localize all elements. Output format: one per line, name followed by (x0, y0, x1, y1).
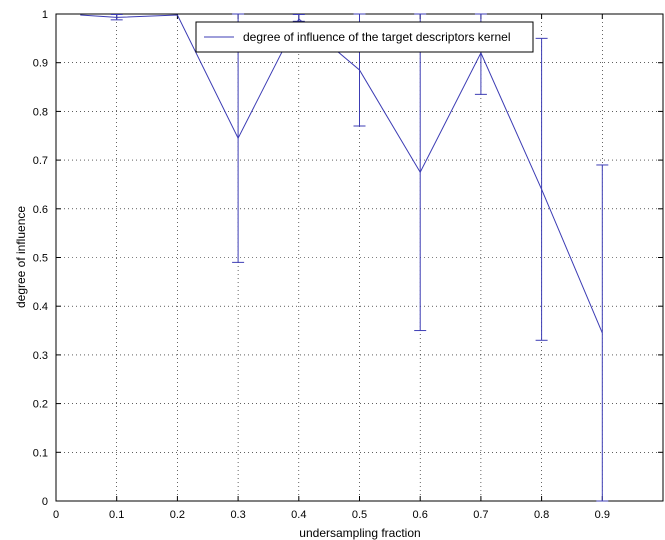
y-tick-label: 0.6 (33, 204, 48, 216)
y-tick-label: 0.7 (33, 155, 48, 167)
y-tick-label: 0.3 (33, 350, 48, 362)
x-tick-label: 0.9 (595, 509, 610, 521)
y-tick-label: 0.5 (33, 253, 48, 265)
y-axis-title: degree of influence (14, 206, 28, 308)
legend-box (195, 21, 534, 53)
y-tick-label: 0 (42, 496, 48, 508)
y-tick-label: 0.8 (33, 106, 48, 118)
x-tick-label: 0.2 (170, 509, 185, 521)
x-tick-label: 0 (53, 509, 59, 521)
legend-label: degree of influence of the target descri… (243, 30, 511, 44)
x-tick-label: 0.7 (473, 509, 488, 521)
x-tick-label: 0.6 (413, 509, 428, 521)
data-series (80, 13, 609, 502)
y-tick-label: 1 (42, 9, 48, 21)
y-tick-label: 0.9 (33, 58, 48, 70)
x-tick-label: 0.1 (109, 509, 124, 521)
x-tick-label: 0.3 (230, 509, 245, 521)
y-tick-label: 0.4 (33, 301, 48, 313)
x-tick-label: 0.5 (352, 509, 367, 521)
x-axis-title: undersampling fraction (299, 526, 420, 540)
y-tick-label: 0.1 (33, 447, 48, 459)
x-tick-label: 0.4 (291, 509, 306, 521)
tick-labels: 0 0.1 0.2 0.3 0.4 0.5 0.6 0.7 0.8 0.9 0 0.1 0.2 0.3 0.… (33, 9, 610, 521)
x-tick-label: 0.8 (534, 509, 549, 521)
legend: degree of influence of the target descri… (195, 21, 534, 53)
y-tick-label: 0.2 (33, 399, 48, 411)
